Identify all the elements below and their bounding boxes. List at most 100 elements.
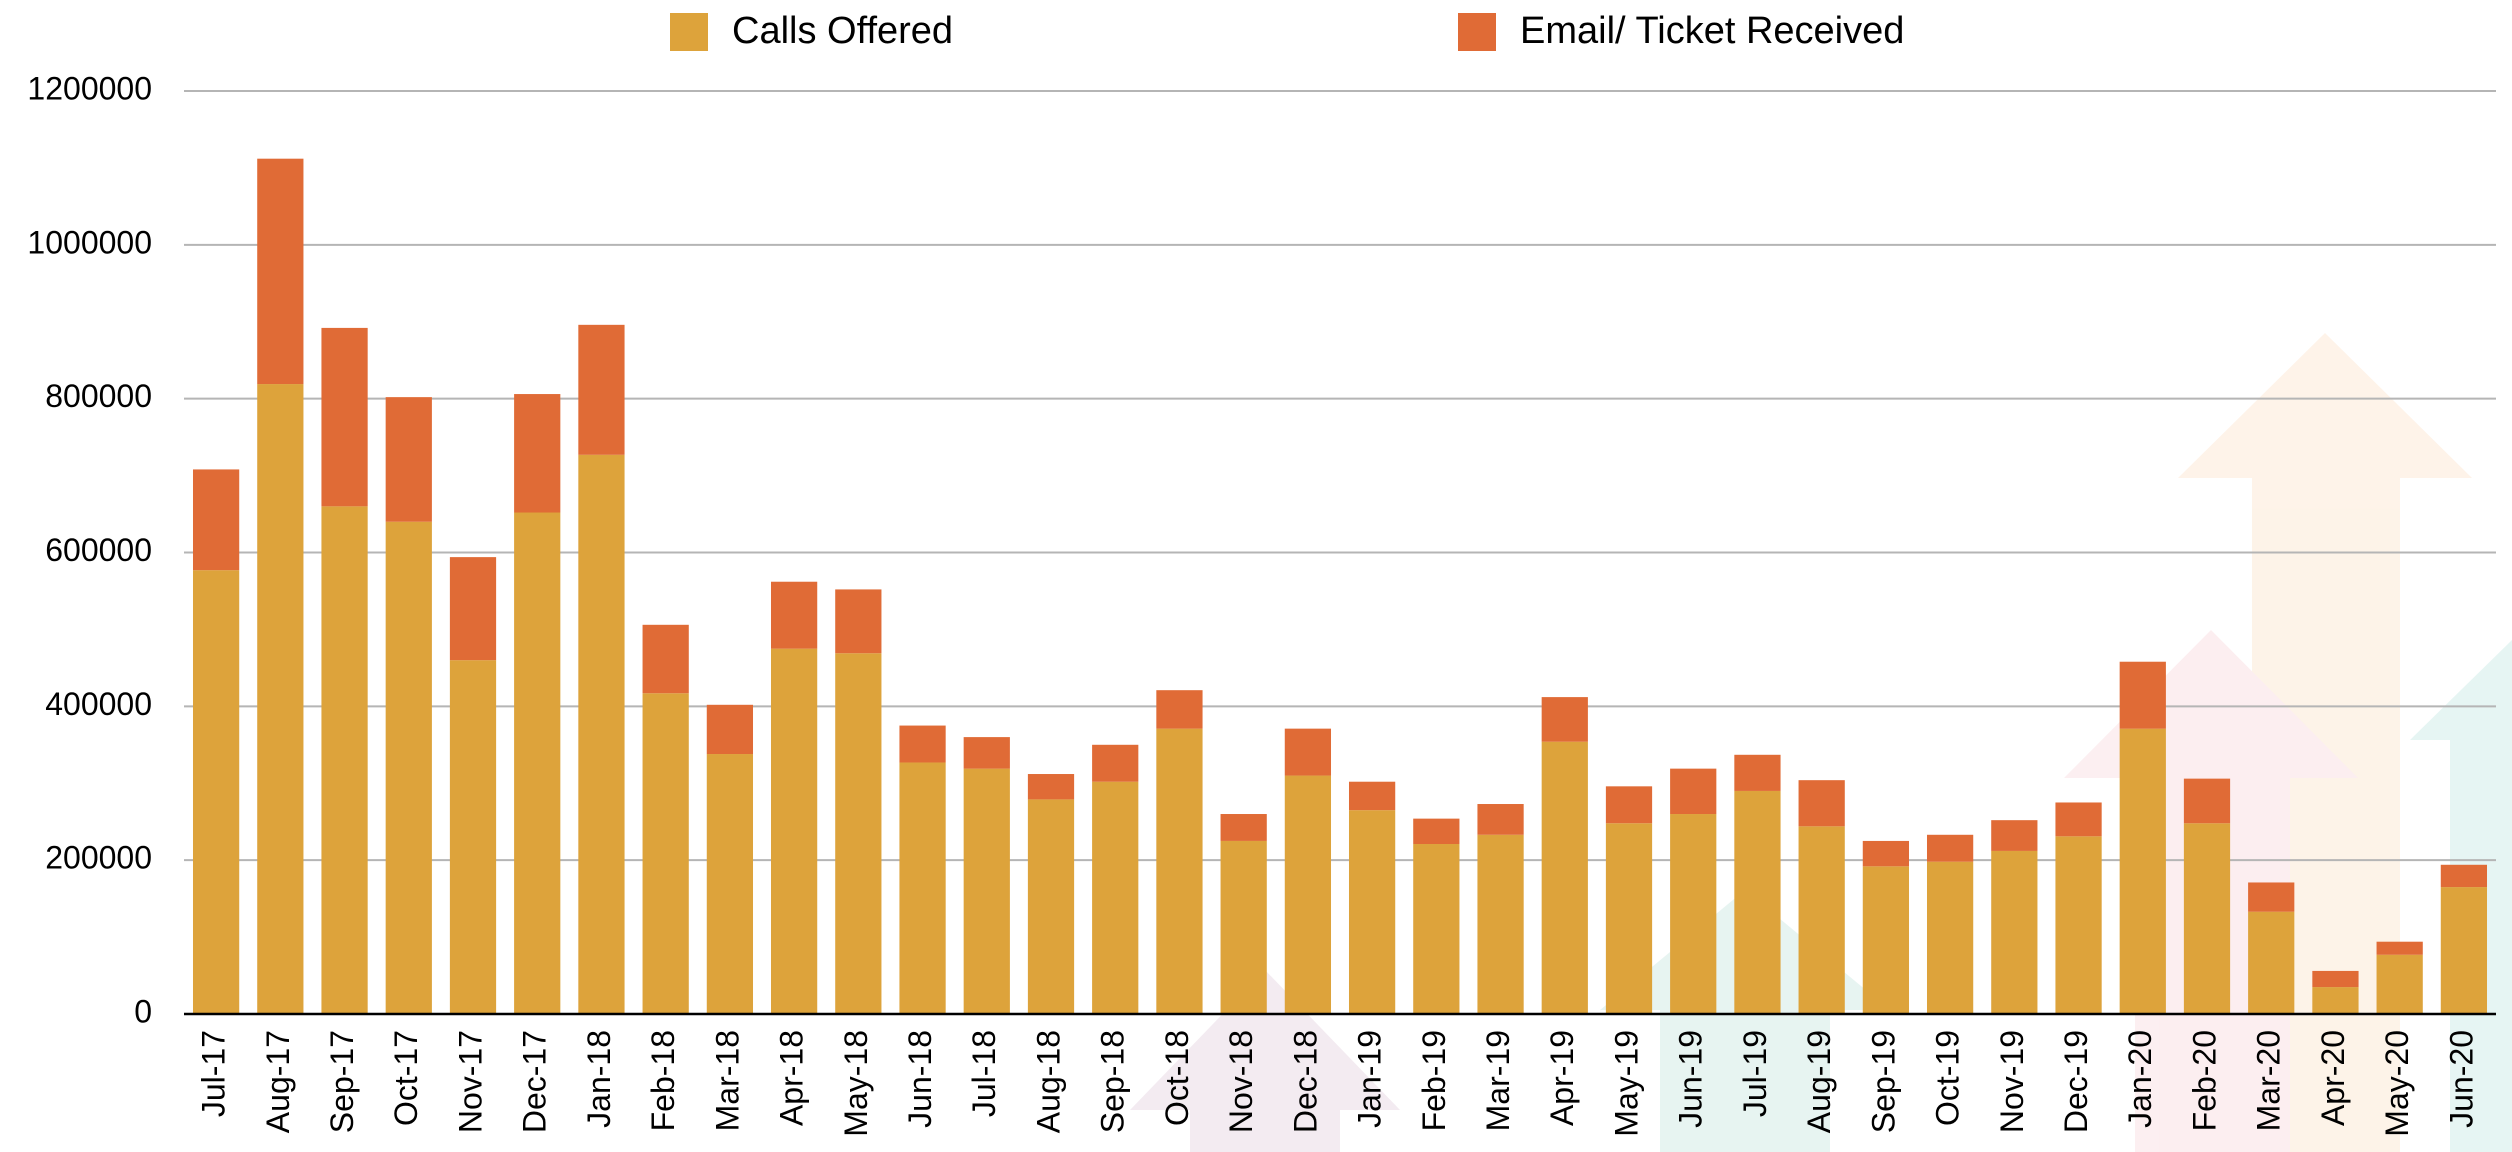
x-tick-label: Nov-18	[1223, 1030, 1259, 1133]
x-tick-label: Mar-19	[1480, 1030, 1516, 1131]
bar-segment	[643, 693, 689, 1014]
bar-segment	[1285, 729, 1331, 776]
x-tick-label: Sep-18	[1095, 1030, 1131, 1133]
bar-segment	[1156, 729, 1202, 1014]
bar-segment	[964, 769, 1010, 1014]
y-tick-label: 0	[134, 993, 152, 1029]
x-tick-label: Jul-17	[196, 1030, 232, 1117]
bar-segment	[1349, 810, 1395, 1014]
bar-segment	[321, 328, 367, 506]
x-tick-label: Jun-18	[902, 1030, 938, 1128]
bar-segment	[1863, 866, 1909, 1014]
bar-segment	[835, 653, 881, 1014]
x-tick-label: Aug-19	[1801, 1030, 1837, 1133]
plot: 020000040000060000080000010000001200000J…	[27, 10, 2496, 1137]
y-tick-label: 600000	[45, 532, 152, 568]
x-tick-label: Sep-17	[324, 1030, 360, 1133]
bar-segment	[1670, 814, 1716, 1014]
x-tick-label: Mar-20	[2251, 1030, 2287, 1131]
legend-label: Email/ Ticket Received	[1520, 10, 1904, 52]
x-tick-label: May-19	[1608, 1030, 1644, 1137]
bar-segment	[1991, 820, 2037, 851]
background-decoration	[1130, 333, 2512, 1152]
bar-segment	[193, 469, 239, 570]
bar-segment	[1349, 782, 1395, 810]
x-tick-label: May-18	[838, 1030, 874, 1137]
x-tick-label: Apr-19	[1544, 1030, 1580, 1126]
bar-segment	[1156, 690, 1202, 728]
bar-segment	[2312, 971, 2358, 987]
bar-segment	[2120, 729, 2166, 1014]
bar-segment	[1028, 799, 1074, 1014]
bar-segment	[386, 397, 432, 522]
bar-segment	[1799, 826, 1845, 1014]
x-tick-label: Nov-19	[1994, 1030, 2030, 1133]
bar-segment	[899, 726, 945, 763]
x-tick-label: Jun-20	[2443, 1030, 2479, 1128]
y-tick-label: 1000000	[27, 224, 152, 260]
bar-segment	[1477, 835, 1523, 1014]
x-tick-label: Aug-17	[260, 1030, 296, 1133]
bar-segment	[707, 754, 753, 1014]
bar-segment	[578, 325, 624, 455]
x-tick-label: Jan-19	[1352, 1030, 1388, 1128]
bar-segment	[899, 762, 945, 1014]
bar-segment	[1734, 791, 1780, 1014]
legend-swatch	[1458, 13, 1496, 51]
bar-segment	[1413, 819, 1459, 844]
y-tick-label: 400000	[45, 686, 152, 722]
bar-segment	[450, 660, 496, 1014]
bar-segment	[771, 582, 817, 649]
x-tick-label: Mar-18	[709, 1030, 745, 1131]
bar-segment	[1285, 776, 1331, 1014]
bar-segment	[1542, 742, 1588, 1014]
bar-segment	[2248, 882, 2294, 911]
x-tick-label: Oct-17	[388, 1030, 424, 1126]
bar-segment	[1927, 862, 1973, 1014]
bar-segment	[321, 506, 367, 1014]
x-tick-label: Oct-18	[1159, 1030, 1195, 1126]
chart: 020000040000060000080000010000001200000J…	[0, 0, 2512, 1152]
x-tick-label: Apr-18	[774, 1030, 810, 1126]
bar-segment	[1028, 774, 1074, 799]
bar-segment	[2377, 942, 2423, 955]
bar-segment	[578, 455, 624, 1014]
x-tick-label: Dec-17	[517, 1030, 553, 1133]
x-tick-label: Jul-18	[966, 1030, 1002, 1117]
x-tick-label: Feb-18	[645, 1030, 681, 1131]
bar-segment	[1670, 769, 1716, 814]
x-tick-label: Nov-17	[452, 1030, 488, 1133]
x-tick-label: Jan-20	[2122, 1030, 2158, 1128]
x-tick-label: Feb-19	[1416, 1030, 1452, 1131]
bar-segment	[643, 625, 689, 693]
x-tick-label: Dec-18	[1287, 1030, 1323, 1133]
bar-segment	[2184, 779, 2230, 824]
y-tick-label: 800000	[45, 378, 152, 414]
x-tick-label: Jul-19	[1737, 1030, 1773, 1117]
bar-segment	[2441, 887, 2487, 1014]
bar-segment	[1542, 697, 1588, 742]
x-tick-label: Sep-19	[1865, 1030, 1901, 1133]
x-tick-label: Jan-18	[581, 1030, 617, 1128]
bar-segment	[835, 589, 881, 653]
legend-label: Calls Offered	[732, 10, 953, 52]
bar-segment	[2120, 662, 2166, 729]
bar-segment	[514, 394, 560, 512]
bar-segment	[1092, 745, 1138, 782]
x-tick-label: Aug-18	[1030, 1030, 1066, 1133]
bar-segment	[2312, 987, 2358, 1014]
x-tick-label: May-20	[2379, 1030, 2415, 1137]
bar-segment	[707, 705, 753, 754]
bar-segment	[1221, 841, 1267, 1014]
bar-segment	[1863, 841, 1909, 866]
x-tick-label: Feb-20	[2186, 1030, 2222, 1131]
y-tick-label: 200000	[45, 840, 152, 876]
bar-segment	[1991, 851, 2037, 1014]
bar-segment	[193, 570, 239, 1014]
bar-segment	[1413, 844, 1459, 1014]
bar-segment	[2184, 823, 2230, 1014]
bar-segment	[257, 384, 303, 1014]
x-tick-label: Jun-19	[1673, 1030, 1709, 1128]
bar-segment	[1477, 804, 1523, 835]
bar-segment	[257, 159, 303, 384]
